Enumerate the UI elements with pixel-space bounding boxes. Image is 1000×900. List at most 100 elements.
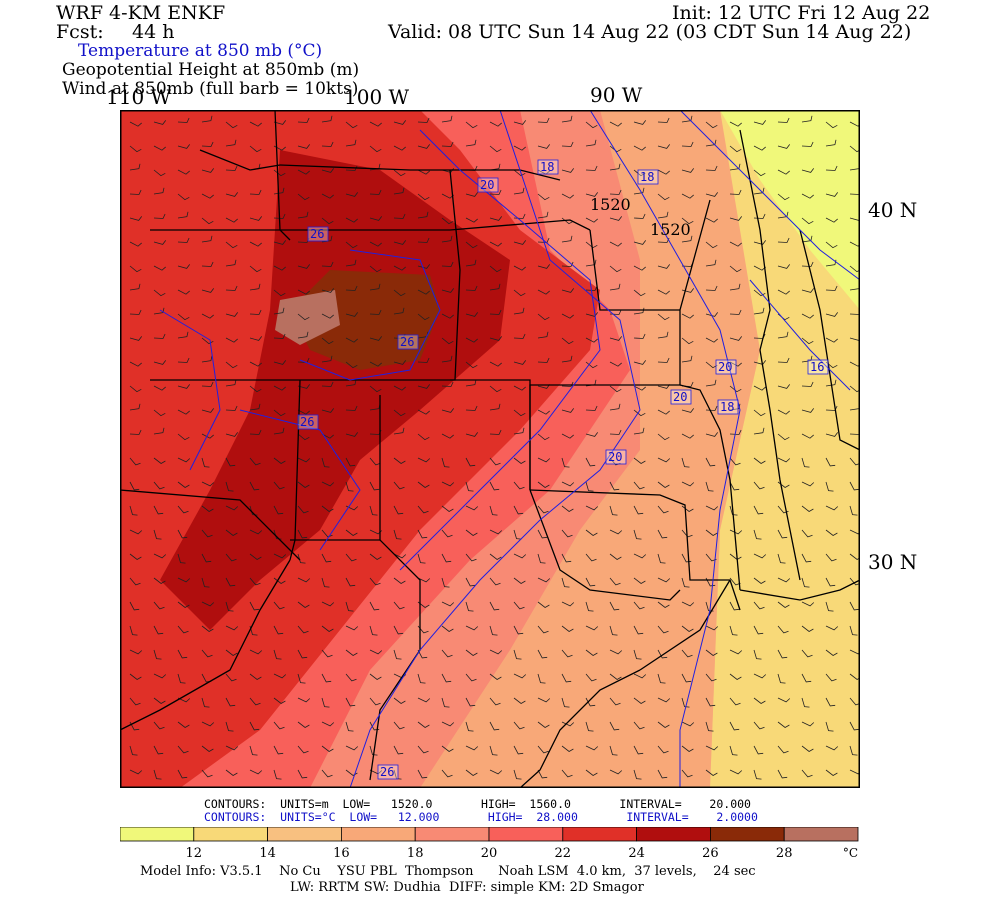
wind-barb [657, 673, 666, 684]
wind-barb [297, 577, 311, 583]
wind-barb [297, 769, 308, 779]
wind-barb [129, 163, 141, 171]
colorbar-units: °C [843, 846, 858, 860]
wind-barb [153, 333, 166, 339]
wind-barb [393, 697, 406, 704]
border-line [679, 384, 741, 591]
wind-barb [129, 649, 143, 655]
wind-barb [393, 265, 406, 271]
wind-barb [585, 165, 598, 171]
wind-barb [681, 745, 694, 752]
wind-barb [417, 505, 429, 514]
wind-barb [729, 241, 742, 247]
svg-text:18: 18 [540, 160, 554, 174]
wind-barb [369, 745, 378, 756]
wind-barb [417, 117, 430, 123]
wind-barb [441, 481, 455, 487]
wind-barb [177, 357, 190, 363]
wind-barb [345, 697, 356, 707]
wind-barb [201, 457, 210, 468]
wind-barb [177, 237, 190, 243]
wind-barb [633, 601, 645, 610]
wind-barb [369, 697, 381, 706]
wind-barb [345, 139, 357, 147]
wind-barb [657, 577, 671, 583]
wind-barb [537, 601, 550, 608]
wind-barb [273, 505, 284, 515]
wind-barb [225, 697, 236, 707]
wind-barb [129, 145, 142, 153]
wind-barb [201, 337, 214, 345]
wind-barb [633, 769, 642, 780]
wind-barb [705, 529, 718, 536]
wind-barb [225, 721, 234, 732]
colorbar-tick-label: 20 [481, 846, 498, 861]
wind-barb [609, 336, 623, 341]
colorbar-segment [340, 827, 416, 842]
wind-barb [225, 192, 239, 197]
wind-barb [369, 309, 382, 315]
wind-barb [393, 213, 406, 219]
wind-barb [321, 481, 335, 487]
wind-barb [153, 697, 166, 704]
wind-barb [801, 697, 810, 708]
wind-barb [585, 192, 599, 197]
wind-barb [177, 553, 186, 564]
wind-barb [537, 649, 548, 659]
svg-text:20: 20 [718, 360, 732, 374]
wind-barb [249, 336, 263, 341]
wind-barb [225, 259, 237, 267]
wind-barb [777, 264, 791, 269]
wind-barb [729, 403, 741, 411]
wind-barb [657, 144, 671, 149]
wind-barb [681, 505, 694, 512]
wind-barb [633, 187, 645, 195]
wind-barb [201, 433, 214, 439]
wind-barb [801, 601, 815, 607]
wind-barb [177, 673, 186, 684]
wind-barb [345, 361, 358, 369]
wind-barb [225, 601, 234, 612]
wind-barb [753, 145, 766, 151]
wind-barb [249, 145, 262, 153]
wind-barb [417, 289, 430, 295]
wind-barb [513, 213, 526, 219]
wind-barb [705, 241, 718, 249]
wind-barb [153, 529, 162, 540]
wind-barb [321, 288, 335, 293]
wind-barb [561, 649, 573, 658]
wind-barb [801, 553, 812, 563]
wind-barb [825, 601, 834, 612]
wind-barb [177, 409, 190, 415]
wind-barb [825, 745, 839, 751]
wind-barb [681, 408, 695, 413]
wind-barb [249, 457, 261, 466]
wind-barb [585, 481, 594, 492]
wind-barb [489, 625, 498, 636]
wind-barb [345, 601, 354, 612]
wind-barb [273, 553, 287, 559]
wind-barb [801, 141, 814, 147]
temp-contour-label: 18 [637, 169, 659, 185]
wind-barb [249, 403, 261, 411]
svg-text:16: 16 [810, 360, 824, 374]
wind-barb [609, 145, 622, 153]
wind-barb [753, 601, 765, 610]
wind-barb [585, 432, 599, 437]
wind-barb [249, 481, 260, 491]
wind-barb [585, 625, 599, 631]
wind-barb [777, 577, 791, 583]
wind-barb [753, 745, 764, 755]
wind-barb [633, 745, 644, 755]
wind-barb [417, 193, 430, 201]
wind-barb [201, 601, 215, 607]
wind-barb [801, 168, 815, 173]
wind-barb [201, 313, 214, 319]
wind-barb [489, 429, 502, 435]
wind-barb [729, 529, 743, 535]
wind-barb [849, 481, 860, 491]
temp-contour-label: 20 [715, 359, 737, 375]
wind-barb [417, 769, 428, 779]
wind-barb [657, 457, 671, 463]
wind-barb [777, 625, 789, 634]
